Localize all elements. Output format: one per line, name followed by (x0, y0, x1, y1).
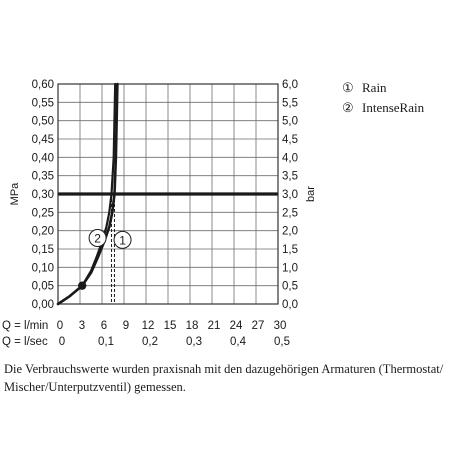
legend-label: IntenseRain (362, 100, 425, 115)
x-tick-label-lmin: 15 (164, 320, 177, 332)
x-tick-label-lsec: 0,2 (142, 336, 158, 348)
y-left-tick-label: 0,00 (32, 299, 54, 311)
x-tick-label-lmin: 9 (123, 320, 129, 332)
x-tick-label-lmin: 3 (79, 320, 85, 332)
y-left-tick-label: 0,10 (32, 262, 54, 274)
y-left-tick-label: 0,25 (32, 207, 54, 219)
x-tick-label-lmin: 24 (230, 320, 243, 332)
x-tick-label-lmin: 12 (142, 320, 155, 332)
x-tick-label-lmin: 18 (186, 320, 199, 332)
x-tick-label-lmin: 6 (101, 320, 107, 332)
pressure-flow-chart: 0,00 0,00,05 0,50,10 1,00,15 1,50,20 2,00,25 2… (2, 79, 425, 348)
y-right-tick-label: 0,0 (282, 299, 298, 311)
y-right-tick-label: 5,5 (282, 97, 298, 109)
measurement-note: Die Verbrauchswerte wurden praxisnah mit… (4, 362, 444, 394)
y-right-tick-label: 5,0 (282, 116, 298, 128)
x-tick-label-lsec: 0,3 (186, 336, 202, 348)
data-point-marker (78, 281, 87, 290)
legend-label: Rain (362, 80, 387, 95)
x-tick-label-lsec: 0,5 (274, 336, 290, 348)
x-tick-label-lsec: 0,4 (230, 336, 247, 348)
y-left-tick-label: 0,15 (32, 244, 54, 256)
y-right-tick-label: 0,5 (282, 281, 298, 293)
y-left-tick-label: 0,45 (32, 134, 54, 146)
y-right-tick-label: 3,5 (282, 171, 298, 183)
y-right-tick-label: 4,0 (282, 152, 298, 164)
y-left-tick-label: 0,35 (32, 171, 54, 183)
series-marker-circle (88, 229, 107, 247)
y-left-tick-label: 0,50 (32, 116, 54, 128)
y-right-tick-label: 4,5 (282, 134, 298, 146)
y-right-tick-label: 3,0 (282, 189, 298, 201)
x-tick-label-lmin: 0 (57, 320, 63, 332)
series-marker-number: 2 (94, 232, 101, 246)
y-right-tick-label: 2,5 (282, 207, 298, 219)
y-right-axis-label: bar (305, 186, 317, 202)
x-tick-label-lsec: 0 (59, 336, 65, 348)
y-left-tick-label: 0,05 (32, 281, 54, 293)
y-left-tick-label: 0,55 (32, 97, 54, 109)
y-right-tick-label: 1,5 (282, 244, 298, 256)
y-right-tick-label: 6,0 (282, 79, 298, 91)
y-left-axis-label: MPa (9, 182, 21, 206)
x-row-label-lsec: Q = l/sec (2, 336, 48, 348)
y-left-tick-label: 0,60 (32, 79, 54, 91)
series-marker-number: 1 (119, 233, 126, 247)
x-tick-label-lmin: 27 (252, 320, 265, 332)
legend-symbol: ② (342, 100, 354, 115)
x-row-label-lmin: Q = l/min (2, 320, 48, 332)
x-tick-label-lmin: 30 (274, 320, 287, 332)
series-marker-circle (113, 230, 132, 249)
y-right-tick-label: 2,0 (282, 226, 298, 238)
legend-symbol: ① (342, 80, 354, 95)
y-left-tick-label: 0,40 (32, 152, 54, 164)
x-tick-label-lsec: 0,1 (98, 336, 114, 348)
y-left-tick-label: 0,20 (32, 226, 54, 238)
y-right-tick-label: 1,0 (282, 262, 298, 274)
x-tick-label-lmin: 21 (208, 320, 221, 332)
y-left-tick-label: 0,30 (32, 189, 54, 201)
